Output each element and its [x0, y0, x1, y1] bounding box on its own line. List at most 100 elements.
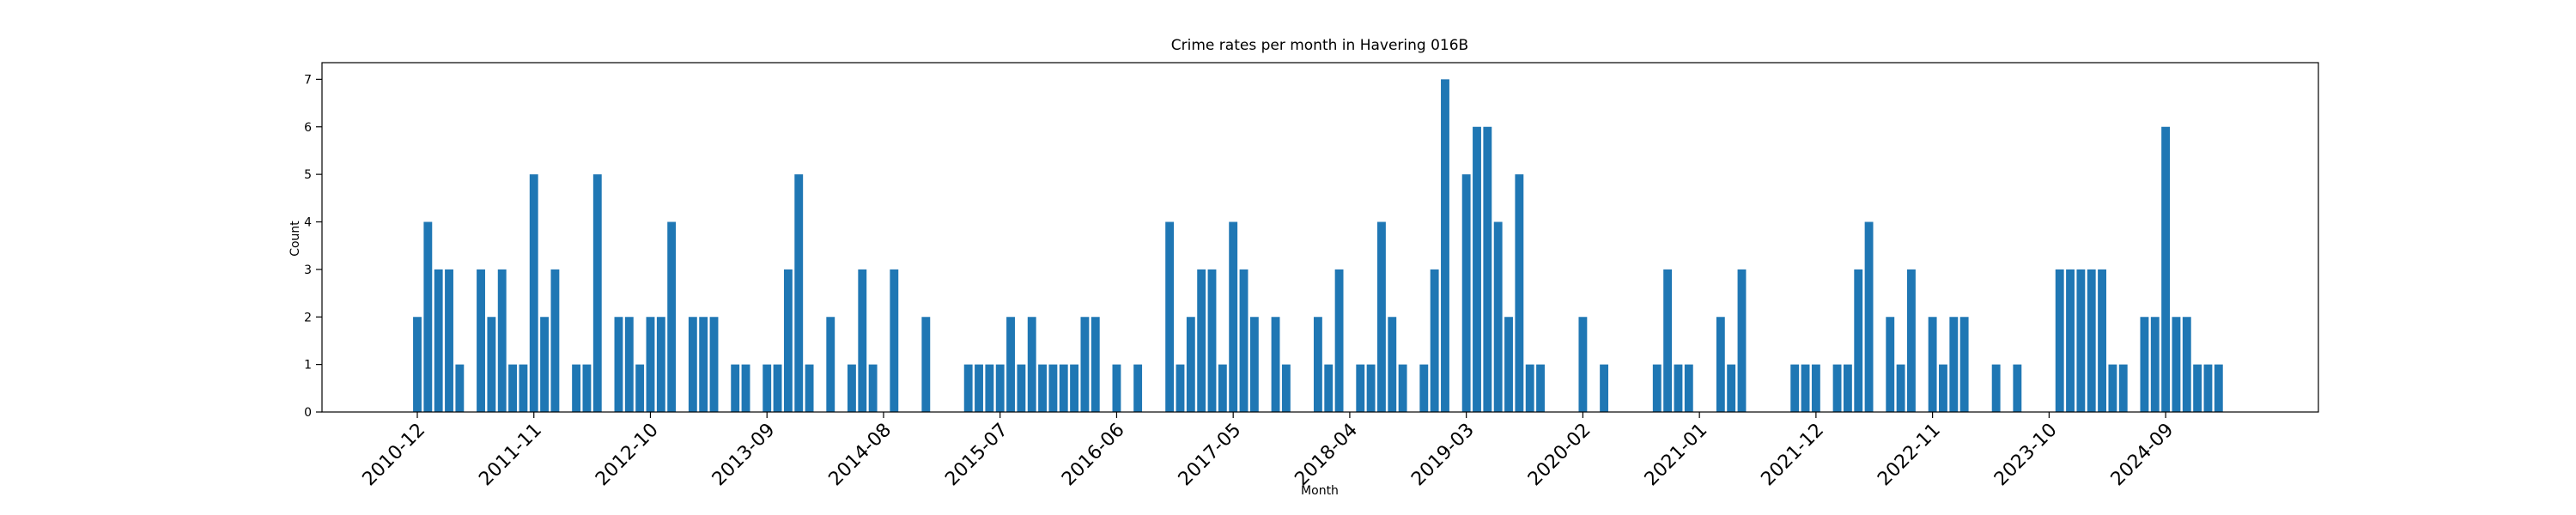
bar [2193, 364, 2202, 412]
bar [1388, 317, 1397, 412]
bar [1334, 269, 1344, 412]
bar [762, 364, 772, 412]
bar [2013, 364, 2022, 412]
bar [508, 364, 517, 412]
bar [1239, 269, 1249, 412]
bar [1112, 364, 1121, 412]
bar [709, 317, 719, 412]
bar [1864, 221, 1874, 412]
bar [2087, 269, 2096, 412]
y-tick-label: 2 [304, 311, 312, 324]
bar [1419, 364, 1429, 412]
plot-frame [321, 62, 2319, 413]
bar [1038, 364, 1047, 412]
bar [1737, 269, 1747, 412]
bar [614, 317, 623, 412]
bar [1832, 364, 1842, 412]
bar [413, 317, 422, 412]
bar [1461, 174, 1471, 412]
x-tick-label: 2013-09 [708, 420, 780, 491]
x-axis-label: Month [1301, 484, 1339, 498]
bar [1281, 364, 1291, 412]
bar [1515, 174, 1524, 412]
bar [1536, 364, 1545, 412]
bar [1249, 317, 1259, 412]
x-tick-label: 2023-10 [1990, 420, 2062, 491]
bar [1790, 364, 1800, 412]
bar [1473, 126, 1481, 412]
bar [497, 269, 507, 412]
x-tick-label: 2024-09 [2107, 420, 2178, 491]
bar [1398, 364, 1407, 412]
bar [975, 364, 983, 412]
bar [1684, 364, 1693, 412]
x-tick-label: 2020-02 [1524, 420, 1595, 491]
bar [921, 317, 931, 412]
bar [1652, 364, 1662, 412]
bar [2161, 126, 2171, 412]
bar [1197, 269, 1206, 412]
bar [1059, 364, 1068, 412]
bar [2055, 269, 2064, 412]
bar [848, 364, 856, 412]
bar [963, 364, 973, 412]
bar [826, 317, 835, 412]
bar [699, 317, 708, 412]
bar [1356, 364, 1365, 412]
bar [477, 269, 485, 412]
bar [592, 174, 602, 412]
bar [2108, 364, 2117, 412]
bar [1186, 317, 1195, 412]
bar [1801, 364, 1810, 412]
bar [688, 317, 697, 412]
bar [572, 364, 581, 412]
y-tick-label: 3 [304, 264, 312, 277]
bar [1218, 364, 1227, 412]
bar [1207, 269, 1217, 412]
bar [783, 269, 793, 412]
bar [805, 364, 814, 412]
bar [1165, 221, 1175, 412]
bar [434, 269, 443, 412]
bar [635, 364, 645, 412]
bar [2172, 317, 2181, 412]
y-tick-label: 1 [304, 359, 312, 373]
bar [1907, 269, 1916, 412]
bar [2214, 364, 2223, 412]
bar [1854, 269, 1863, 412]
bar [1896, 364, 1905, 412]
bar [2118, 364, 2128, 412]
bar [1663, 269, 1673, 412]
bar [1091, 317, 1100, 412]
bar [550, 269, 560, 412]
bar [1483, 126, 1492, 412]
bar [1430, 269, 1439, 412]
bar [1176, 364, 1185, 412]
bar [1525, 364, 1534, 412]
bar [1006, 317, 1015, 412]
x-tick-label: 2015-07 [941, 420, 1012, 491]
x-tick-label: 2017-05 [1175, 420, 1246, 491]
bar [455, 364, 465, 412]
bar [1441, 79, 1449, 412]
y-tick-label: 5 [304, 168, 312, 182]
bar [1377, 221, 1386, 412]
bar [540, 317, 550, 412]
bar [1674, 364, 1683, 412]
y-tick-label: 7 [304, 73, 312, 87]
bar [1578, 317, 1588, 412]
bar [2203, 364, 2213, 412]
bar [487, 317, 496, 412]
bar [858, 269, 867, 412]
bar [445, 269, 453, 412]
bar [2182, 317, 2191, 412]
bar [1017, 364, 1026, 412]
bar [2140, 317, 2149, 412]
bar [1811, 364, 1820, 412]
bar [1716, 317, 1725, 412]
x-tick-label: 2014-08 [825, 420, 896, 491]
bar [1271, 317, 1280, 412]
y-tick-label: 6 [304, 121, 312, 135]
bar [985, 364, 994, 412]
